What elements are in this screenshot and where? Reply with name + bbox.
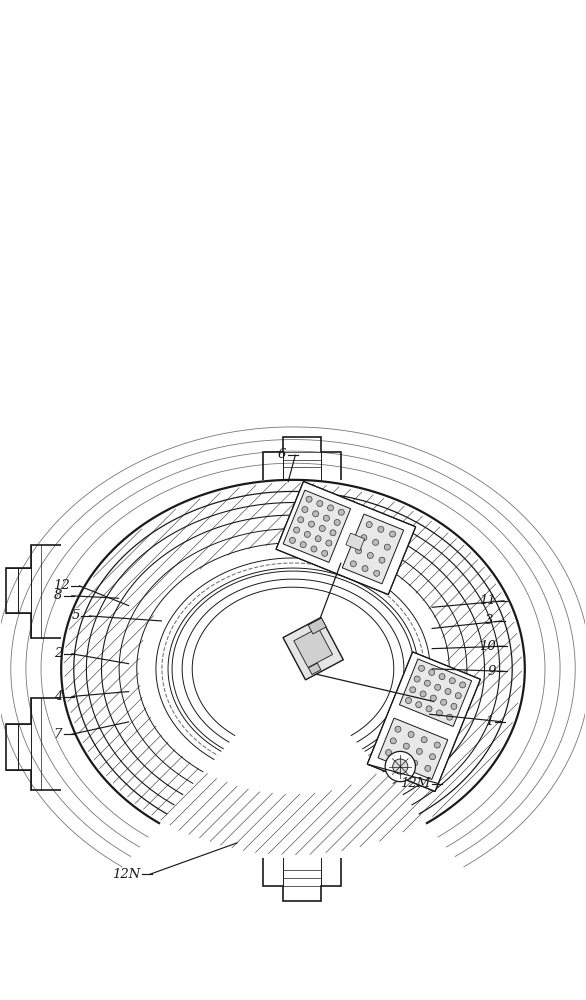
Polygon shape: [400, 659, 472, 726]
Circle shape: [425, 765, 431, 771]
Circle shape: [447, 714, 452, 720]
Text: 1: 1: [485, 715, 493, 728]
Polygon shape: [378, 718, 448, 780]
Circle shape: [338, 509, 345, 515]
Polygon shape: [368, 653, 480, 791]
Circle shape: [395, 726, 401, 732]
Circle shape: [384, 544, 390, 550]
Circle shape: [434, 742, 440, 748]
Circle shape: [289, 537, 295, 543]
Polygon shape: [342, 514, 404, 584]
Text: 12: 12: [53, 579, 70, 592]
Circle shape: [294, 527, 299, 533]
Circle shape: [437, 710, 442, 716]
Circle shape: [417, 748, 423, 754]
Circle shape: [410, 687, 416, 693]
Circle shape: [415, 702, 422, 708]
Circle shape: [441, 699, 447, 705]
Circle shape: [390, 738, 396, 744]
Circle shape: [319, 525, 325, 531]
Circle shape: [412, 760, 418, 766]
Polygon shape: [308, 663, 321, 675]
Circle shape: [306, 496, 312, 502]
Circle shape: [315, 536, 321, 542]
Text: 12M: 12M: [400, 777, 430, 790]
Circle shape: [455, 693, 461, 699]
Circle shape: [414, 676, 420, 682]
Circle shape: [350, 561, 356, 567]
Circle shape: [424, 680, 431, 686]
Text: 10: 10: [479, 640, 496, 653]
Text: 5: 5: [71, 609, 80, 622]
Circle shape: [323, 515, 329, 521]
Circle shape: [439, 674, 445, 680]
Circle shape: [378, 526, 384, 532]
Text: 12N: 12N: [112, 868, 140, 881]
Circle shape: [430, 754, 435, 760]
Circle shape: [451, 703, 457, 709]
Circle shape: [459, 682, 466, 688]
Circle shape: [393, 759, 408, 774]
Polygon shape: [283, 617, 343, 680]
Polygon shape: [346, 533, 364, 550]
Circle shape: [426, 706, 432, 712]
Circle shape: [361, 535, 367, 541]
Circle shape: [379, 557, 385, 563]
Polygon shape: [308, 618, 326, 634]
Circle shape: [313, 511, 319, 517]
Circle shape: [429, 669, 435, 675]
Circle shape: [328, 505, 333, 511]
Text: 7: 7: [54, 728, 62, 741]
Circle shape: [435, 684, 441, 690]
Circle shape: [311, 546, 317, 552]
Circle shape: [356, 548, 362, 554]
Circle shape: [334, 519, 340, 526]
Circle shape: [420, 691, 426, 697]
Circle shape: [373, 539, 379, 545]
Text: 2: 2: [54, 647, 62, 660]
Circle shape: [317, 501, 323, 507]
Circle shape: [445, 688, 451, 695]
Circle shape: [385, 751, 415, 782]
Circle shape: [408, 731, 414, 737]
Circle shape: [390, 531, 396, 537]
Circle shape: [300, 542, 306, 548]
Circle shape: [302, 506, 308, 513]
Circle shape: [322, 550, 328, 556]
Text: 3: 3: [485, 614, 493, 627]
Circle shape: [449, 678, 455, 684]
Circle shape: [418, 665, 424, 671]
Circle shape: [367, 552, 373, 559]
Polygon shape: [283, 490, 350, 562]
Polygon shape: [277, 482, 415, 594]
Circle shape: [403, 743, 410, 749]
Polygon shape: [367, 652, 481, 791]
Text: 9: 9: [487, 665, 496, 678]
Circle shape: [366, 522, 372, 528]
Text: 8: 8: [54, 589, 62, 602]
Text: 4: 4: [54, 690, 62, 703]
Circle shape: [326, 540, 332, 546]
Circle shape: [386, 750, 391, 756]
Circle shape: [362, 566, 368, 572]
Circle shape: [421, 737, 427, 743]
Circle shape: [298, 517, 304, 523]
Circle shape: [304, 531, 311, 537]
Circle shape: [430, 695, 437, 701]
Circle shape: [330, 530, 336, 536]
Polygon shape: [294, 628, 332, 668]
Text: 11: 11: [479, 594, 496, 607]
Circle shape: [398, 755, 405, 761]
Circle shape: [308, 521, 315, 527]
Text: 6: 6: [278, 448, 287, 461]
Circle shape: [374, 570, 380, 576]
Circle shape: [406, 698, 411, 704]
Polygon shape: [276, 481, 415, 595]
